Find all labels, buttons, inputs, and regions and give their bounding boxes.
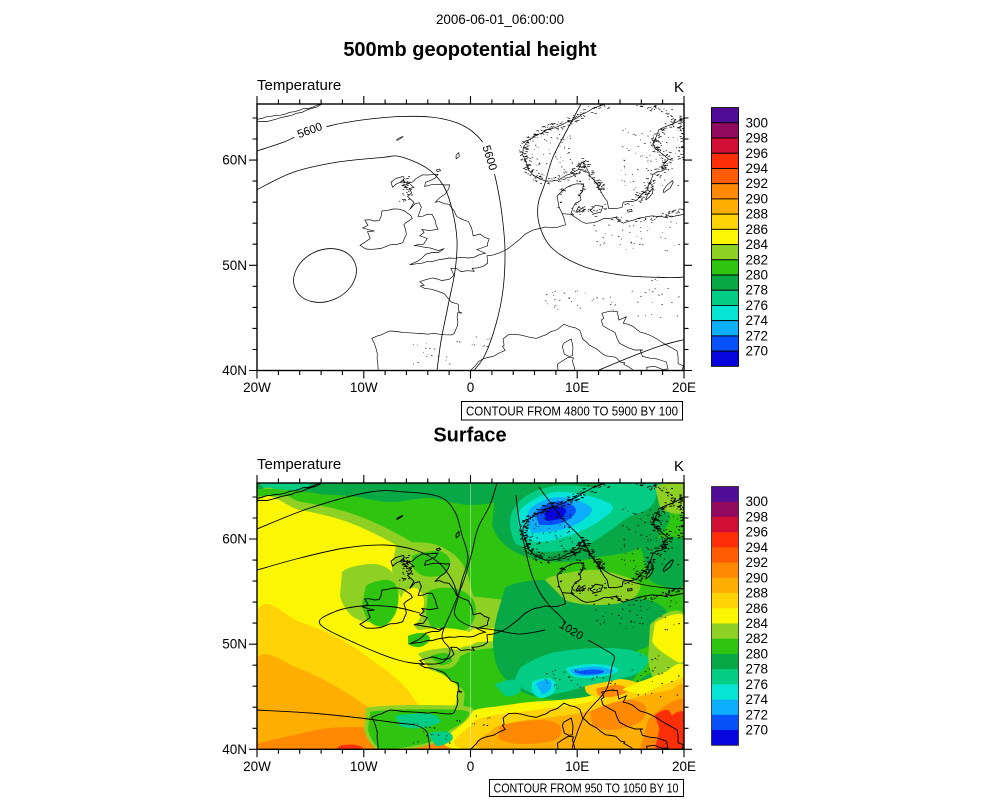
svg-text:284: 284 — [746, 237, 769, 252]
svg-text:10W: 10W — [350, 380, 378, 395]
svg-text:298: 298 — [746, 509, 769, 524]
svg-text:288: 288 — [746, 586, 769, 601]
svg-text:282: 282 — [746, 252, 769, 267]
svg-text:300: 300 — [746, 115, 769, 130]
svg-text:270: 270 — [746, 344, 769, 359]
svg-text:10W: 10W — [350, 759, 378, 774]
svg-text:0: 0 — [467, 759, 475, 774]
svg-text:CONTOUR FROM 4800 TO 5900 BY 1: CONTOUR FROM 4800 TO 5900 BY 100 — [466, 404, 678, 419]
svg-text:276: 276 — [746, 298, 769, 313]
svg-text:20E: 20E — [672, 759, 696, 774]
svg-text:K: K — [674, 458, 684, 475]
svg-text:60N: 60N — [222, 532, 247, 547]
svg-text:60N: 60N — [222, 153, 247, 168]
svg-text:20W: 20W — [243, 380, 271, 395]
svg-text:2006-06-01_06:00:00: 2006-06-01_06:00:00 — [436, 12, 564, 27]
svg-text:10E: 10E — [565, 380, 589, 395]
svg-text:278: 278 — [746, 283, 769, 298]
svg-text:270: 270 — [746, 723, 769, 738]
svg-text:288: 288 — [746, 207, 769, 222]
svg-text:40N: 40N — [222, 742, 247, 757]
svg-text:CONTOUR FROM 950 TO 1050 BY 10: CONTOUR FROM 950 TO 1050 BY 10 — [494, 781, 679, 796]
svg-text:282: 282 — [746, 631, 769, 646]
svg-text:290: 290 — [746, 570, 769, 585]
svg-text:274: 274 — [746, 313, 769, 328]
svg-text:286: 286 — [746, 222, 769, 237]
svg-text:40N: 40N — [222, 363, 247, 378]
svg-text:300: 300 — [746, 494, 769, 509]
svg-text:286: 286 — [746, 601, 769, 616]
svg-text:294: 294 — [746, 540, 769, 555]
svg-text:276: 276 — [746, 677, 769, 692]
svg-text:284: 284 — [746, 616, 769, 631]
svg-text:10E: 10E — [565, 759, 589, 774]
svg-text:294: 294 — [746, 161, 769, 176]
svg-text:296: 296 — [746, 525, 769, 540]
svg-text:298: 298 — [746, 131, 769, 146]
svg-text:292: 292 — [746, 176, 769, 191]
svg-text:50N: 50N — [222, 258, 247, 273]
svg-text:292: 292 — [746, 555, 769, 570]
svg-text:20W: 20W — [243, 759, 271, 774]
svg-text:272: 272 — [746, 328, 769, 343]
svg-text:274: 274 — [746, 692, 769, 707]
svg-text:280: 280 — [746, 646, 769, 661]
svg-text:Temperature: Temperature — [257, 77, 341, 94]
svg-text:0: 0 — [467, 380, 475, 395]
svg-text:K: K — [674, 79, 684, 96]
svg-text:296: 296 — [746, 146, 769, 161]
svg-text:20E: 20E — [672, 380, 696, 395]
svg-text:500mb geopotential height: 500mb geopotential height — [343, 39, 597, 61]
svg-text:Surface: Surface — [433, 425, 506, 447]
svg-text:Temperature: Temperature — [257, 456, 341, 473]
svg-text:278: 278 — [746, 662, 769, 677]
svg-text:280: 280 — [746, 268, 769, 283]
svg-text:290: 290 — [746, 191, 769, 206]
svg-text:272: 272 — [746, 707, 769, 722]
svg-text:50N: 50N — [222, 637, 247, 652]
